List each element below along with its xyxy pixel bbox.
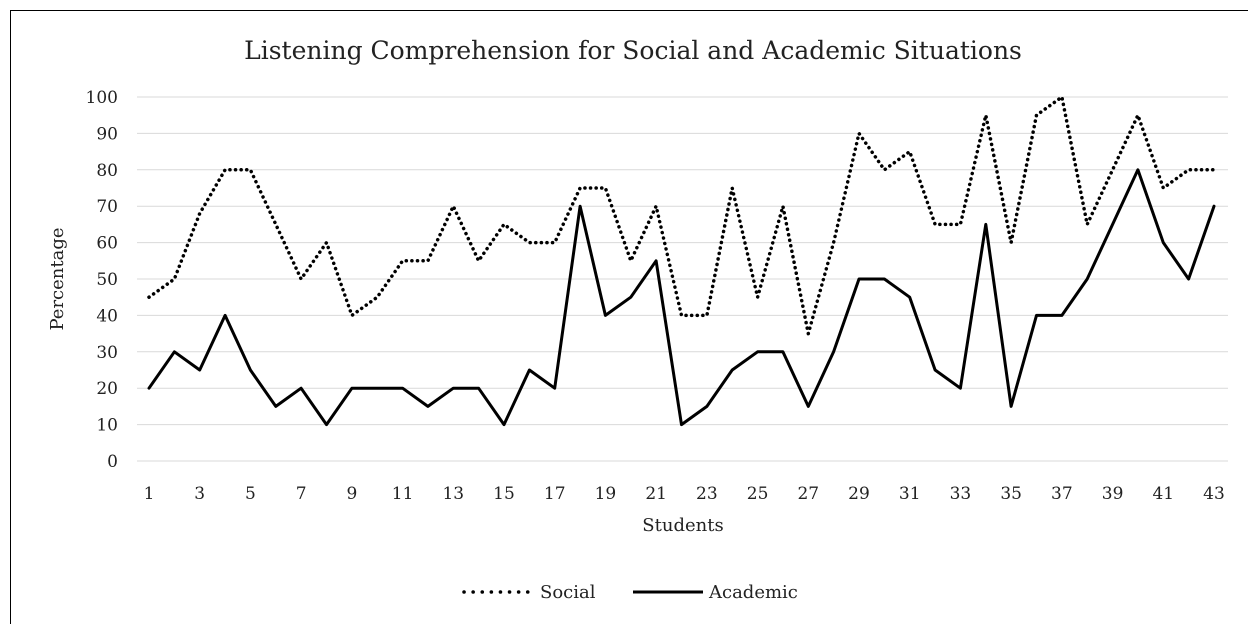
- series-line-social: [147, 95, 1216, 336]
- legend-label-academic: Academic: [708, 582, 798, 603]
- y-tick-label: 90: [96, 124, 118, 144]
- x-tick-label: 29: [848, 484, 870, 504]
- y-tick-label: 20: [96, 379, 118, 399]
- y-tick-label: 60: [96, 234, 118, 254]
- series-line-academic: [147, 168, 1216, 427]
- x-tick-label: 13: [442, 484, 464, 504]
- x-tick-label: 35: [1000, 484, 1022, 504]
- x-axis-label: Students: [642, 515, 723, 536]
- y-tick-label: 0: [107, 452, 118, 472]
- x-tick-label: 23: [696, 484, 718, 504]
- x-tick-label: 1: [144, 484, 155, 504]
- x-tick-label: 43: [1203, 484, 1225, 504]
- y-tick-label: 50: [96, 270, 118, 290]
- y-tick-label: 30: [96, 343, 118, 363]
- y-axis-label: Percentage: [47, 227, 68, 330]
- x-tick-label: 15: [493, 484, 515, 504]
- x-tick-label: 17: [544, 484, 566, 504]
- x-tick-label: 31: [899, 484, 921, 504]
- legend-label-social: Social: [540, 582, 596, 603]
- y-tick-label: 70: [96, 197, 118, 217]
- y-tick-label: 100: [86, 88, 118, 108]
- x-tick-label: 33: [950, 484, 972, 504]
- x-tick-label: 37: [1051, 484, 1073, 504]
- x-tick-label: 11: [392, 484, 414, 504]
- x-tick-label: 3: [194, 484, 205, 504]
- x-tick-label: 27: [797, 484, 819, 504]
- x-tick-label: 25: [747, 484, 769, 504]
- x-tick-label: 9: [346, 484, 357, 504]
- x-tick-labels: 1 3 5 7 9 11 13 15 17 19 21 23 25 27 29 31 33 35 37 39 41 43: [144, 484, 1225, 504]
- y-tick-label: 10: [96, 416, 118, 436]
- legend: Social Academic: [462, 582, 798, 603]
- chart-title: Listening Comprehension for Social and A…: [244, 36, 1022, 65]
- y-tick-label: 80: [96, 161, 118, 181]
- x-tick-label: 19: [595, 484, 617, 504]
- x-tick-label: 7: [296, 484, 307, 504]
- series-lines: [147, 95, 1216, 427]
- x-tick-label: 5: [245, 484, 256, 504]
- chart-frame: [10, 10, 1248, 624]
- y-tick-label: 40: [96, 306, 118, 326]
- x-tick-label: 39: [1102, 484, 1124, 504]
- x-tick-label: 41: [1152, 484, 1174, 504]
- y-tick-labels: 0 10 20 30 40 50 60 70 80 90 100: [86, 88, 118, 472]
- x-tick-label: 21: [645, 484, 667, 504]
